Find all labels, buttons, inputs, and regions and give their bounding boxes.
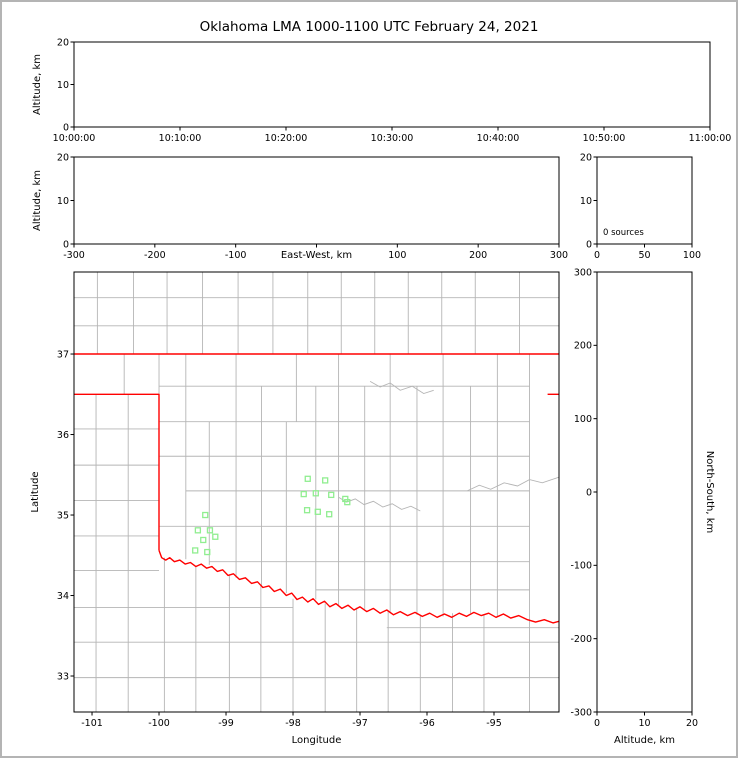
lma-station-marker	[206, 527, 214, 534]
ew-height-frame	[73, 156, 560, 245]
y-tick-label: 35	[57, 510, 69, 521]
lma-station-marker	[204, 548, 211, 556]
source-count-annotation: 0 sources	[603, 228, 644, 238]
lma-station-marker	[314, 508, 321, 515]
x-tick-label: -96	[419, 718, 435, 729]
y-tick-label: 37	[57, 349, 69, 360]
state-border-line	[158, 550, 559, 624]
lma-station-marker	[322, 477, 329, 484]
panel-plan-view-map: -101 -100 -99 -98 -97 -96 -95 33 34 35 36 37 Longitu…	[30, 271, 560, 746]
lma-station-marker	[192, 547, 199, 554]
y-tick-label: 36	[57, 430, 69, 441]
ns-height-frame	[596, 271, 693, 713]
x-tick-label: 10:00:00	[53, 133, 96, 144]
x-tick-label: 20	[686, 718, 698, 729]
y-tick-label: 0	[63, 122, 69, 133]
ew-height-ylabel: Altitude, km	[32, 170, 43, 231]
panel-ns-height: -300 -200 -100 0 100 200 300 0 10 20 Altitude, km N…	[570, 267, 715, 746]
y-tick-label: 34	[57, 591, 69, 602]
x-tick-label: 50	[638, 250, 650, 261]
x-tick-label: -98	[285, 718, 301, 729]
ew-height-xlabel: East-West, km	[281, 250, 352, 261]
panel-altitude-histogram: 0 10 20 0 50 100 0 sources	[580, 152, 701, 261]
lma-station-marker	[303, 507, 311, 514]
x-tick-label: -99	[218, 718, 234, 729]
panel-ew-height: 0 10 20 -300 -200 -100 100 200 300 East-West, km A…	[32, 152, 568, 261]
x-tick-label: 11:00:00	[689, 133, 732, 144]
lma-station-marker	[326, 511, 333, 518]
x-tick-label: 0	[594, 718, 600, 729]
y-tick-label: 20	[580, 152, 592, 163]
x-tick-label: 100	[388, 250, 406, 261]
x-tick-label: 200	[469, 250, 487, 261]
y-tick-label: 33	[57, 671, 69, 682]
y-tick-label: 0	[586, 487, 592, 498]
x-tick-label: 10:50:00	[583, 133, 626, 144]
x-tick-label: 300	[550, 250, 568, 261]
lma-station-marker	[202, 511, 209, 519]
map-frame	[73, 271, 560, 713]
y-tick-label: 100	[574, 414, 592, 425]
lma-station-marker	[328, 491, 335, 499]
x-tick-label: 100	[683, 250, 701, 261]
y-tick-label: 10	[580, 196, 592, 207]
x-tick-label: 10:10:00	[159, 133, 202, 144]
lma-station-marker	[212, 533, 219, 540]
y-tick-label: 200	[574, 341, 592, 352]
map-ylabel: Latitude	[30, 471, 41, 512]
y-tick-label: 20	[57, 152, 69, 163]
river-boundary-line	[467, 476, 559, 492]
x-tick-label: 0	[594, 250, 600, 261]
x-tick-label: 10:40:00	[477, 133, 520, 144]
river-boundary-line	[338, 496, 421, 512]
y-tick-label: 0	[63, 239, 69, 250]
y-tick-label: -200	[570, 634, 592, 645]
x-tick-label: 10:20:00	[265, 133, 308, 144]
y-tick-label: -300	[570, 707, 592, 718]
ns-height-ylabel-right: North-South, km	[704, 451, 715, 534]
x-tick-label: -200	[144, 250, 166, 261]
lma-station-marker	[194, 527, 202, 534]
river-boundary-line	[369, 381, 434, 394]
x-tick-label: -100	[225, 250, 247, 261]
x-tick-label: 10:30:00	[371, 133, 414, 144]
ns-height-xlabel: Altitude, km	[614, 735, 675, 746]
y-tick-label: 10	[57, 196, 69, 207]
x-tick-label: -300	[63, 250, 85, 261]
y-tick-label: -100	[570, 561, 592, 572]
lma-station-marker	[312, 490, 319, 497]
x-tick-label: -101	[81, 718, 103, 729]
panel-time-height: 0 10 20 10:00:00 10:10:00 10:20:00 10:30:00 10:…	[32, 37, 731, 144]
y-tick-label: 10	[57, 80, 69, 91]
x-tick-label: -100	[148, 718, 170, 729]
lma-station-marker	[344, 498, 351, 506]
x-tick-label: 10	[638, 718, 650, 729]
time-height-ylabel: Altitude, km	[32, 54, 43, 115]
lma-station-marker	[200, 536, 207, 544]
y-tick-label: 300	[574, 267, 592, 278]
lma-station-marker	[300, 490, 307, 498]
x-tick-label: -95	[486, 718, 502, 729]
map-layers	[74, 272, 559, 712]
map-xlabel: Longitude	[292, 735, 342, 746]
state-border-line	[74, 393, 160, 551]
y-tick-label: 20	[57, 37, 69, 48]
lma-station-marker	[304, 475, 311, 482]
y-tick-label: 0	[586, 239, 592, 250]
x-tick-label: -97	[352, 718, 368, 729]
figure-title: Oklahoma LMA 1000-1100 UTC February 24, …	[200, 19, 539, 35]
time-height-frame	[73, 41, 711, 128]
